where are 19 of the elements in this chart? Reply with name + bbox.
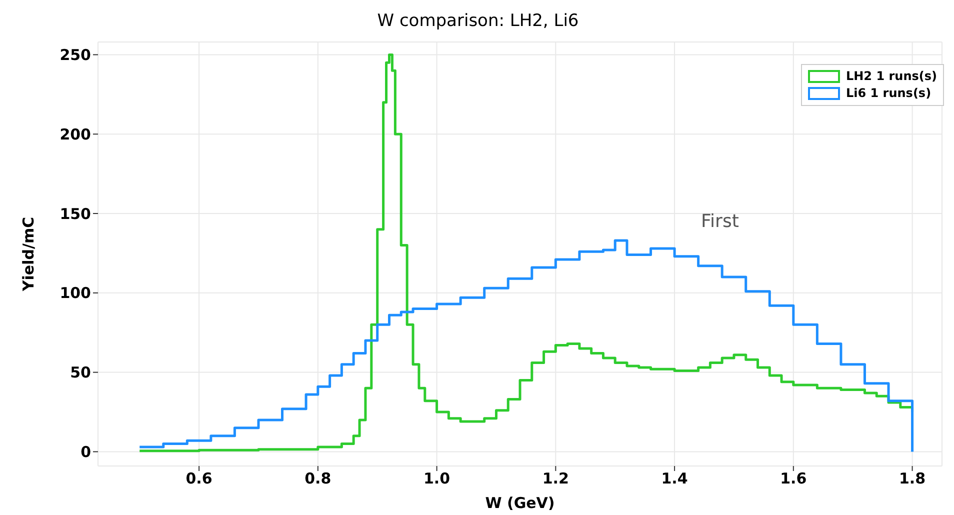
x-tick-label: 1.0 [424, 470, 450, 488]
x-tick-label: 1.2 [542, 470, 569, 488]
x-tick-label: 1.8 [898, 470, 926, 488]
x-axis-title: W (GeV) [485, 494, 555, 512]
y-tick-label: 0 [80, 443, 91, 462]
y-tick-label: 200 [60, 125, 91, 144]
y-tick-label: 250 [60, 46, 91, 64]
chart-title: W comparison: LH2, Li6 [376, 10, 580, 33]
x-tick-label: 1.6 [780, 470, 807, 488]
x-tick-label: 0.6 [186, 470, 212, 488]
y-axis-title: Yield/mC [19, 216, 38, 292]
y-tick-label: 100 [60, 284, 91, 302]
annotation: First [701, 211, 739, 232]
x-tick-label: 0.8 [304, 470, 332, 488]
y-tick-label: 150 [60, 204, 91, 223]
x-tick-label: 1.4 [661, 470, 688, 488]
legend-label: LH2 1 runs(s) [846, 68, 937, 85]
legend-label: Li6 1 runs(s) [846, 85, 932, 102]
y-tick-label: 50 [70, 364, 91, 382]
